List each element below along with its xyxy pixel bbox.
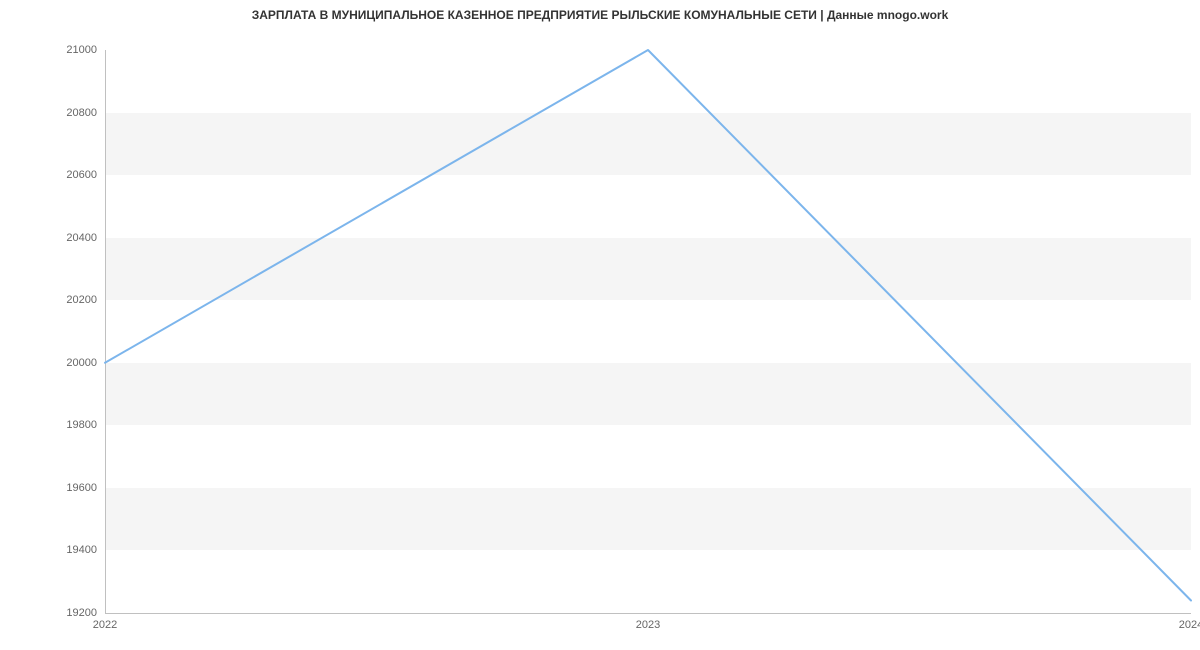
y-tick-label: 19600	[66, 482, 97, 494]
y-tick-label: 20200	[66, 294, 97, 306]
x-tick-label: 2023	[636, 619, 660, 631]
x-tick-label: 2022	[93, 619, 117, 631]
chart-title: ЗАРПЛАТА В МУНИЦИПАЛЬНОЕ КАЗЕННОЕ ПРЕДПР…	[0, 8, 1200, 22]
y-tick-label: 20800	[66, 107, 97, 119]
y-tick-label: 21000	[66, 44, 97, 56]
x-axis-line	[105, 613, 1191, 614]
plot-area: 1920019400196001980020000202002040020600…	[105, 50, 1191, 613]
y-tick-label: 19200	[66, 607, 97, 619]
y-tick-label: 20000	[66, 357, 97, 369]
y-tick-label: 19800	[66, 419, 97, 431]
salary-line-chart: ЗАРПЛАТА В МУНИЦИПАЛЬНОЕ КАЗЕННОЕ ПРЕДПР…	[0, 0, 1200, 650]
line-series	[105, 50, 1191, 613]
y-tick-label: 19400	[66, 544, 97, 556]
series-polyline	[105, 50, 1191, 600]
x-tick-label: 2024	[1179, 619, 1200, 631]
y-tick-label: 20400	[66, 232, 97, 244]
y-tick-label: 20600	[66, 169, 97, 181]
